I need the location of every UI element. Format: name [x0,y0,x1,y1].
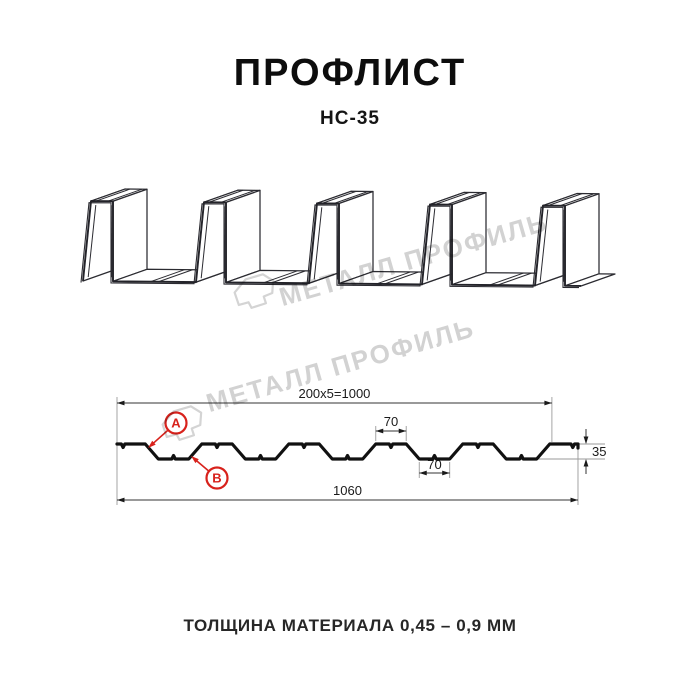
callout-b-label: B [212,471,221,486]
rib-line [384,271,419,285]
section-diagram: 200x5=1000 1060 70 70 35 A B [115,386,606,505]
dimension-arrow [117,400,125,406]
page-title: ПРОФЛИСТ [233,52,467,94]
dimension-arrow [442,470,450,476]
dimension-arrow [570,497,578,503]
page-subtitle: НС-35 [320,108,380,129]
rib-line [208,189,244,203]
rib-line [271,270,306,284]
dimension-arrow [419,470,427,476]
dimension-arrow [583,436,589,444]
rib-line [158,269,193,283]
dimension-arrow [583,459,589,467]
rib-line [150,269,185,283]
dimension-arrow [544,400,552,406]
near-edge [82,200,582,287]
dimension-arrow [117,497,125,503]
callout-b-circle [205,466,229,490]
dimension-label: 70 [427,457,441,472]
rib-line [497,272,532,286]
rib-line [539,209,549,282]
rib-line [95,188,131,202]
rib-line [313,207,323,280]
callout-arrow [191,456,199,464]
rib-line [107,188,143,202]
dimension-label: 200x5=1000 [298,386,370,401]
sheet-face [225,189,261,284]
dimension-arrow [398,428,407,434]
callout-arrow [148,440,156,448]
dimension-label: 35 [592,444,606,459]
rib-line [200,206,210,279]
section-profile [115,442,580,461]
sheet-face [564,193,600,287]
rib-line [376,271,411,285]
sheet-face [112,188,148,282]
dimension-arrow [375,428,384,434]
rib-line [489,272,524,286]
rib-line [426,208,436,281]
dimension-label: 1060 [333,483,362,498]
sheet-face [451,192,487,286]
profile-3d-drawing [80,188,616,289]
sheet-face [338,190,374,285]
footer-note: ТОЛЩИНА МАТЕРИАЛА 0,45 – 0,9 ММ [183,616,517,635]
callout-a-label: A [171,416,181,431]
rib-line [434,192,470,205]
rib-line [220,189,256,203]
rib-line [446,192,482,206]
rib-line [321,190,357,204]
near-edge-thickness [80,202,580,289]
rib-line [559,193,595,207]
rib-line [87,205,97,278]
dimension-label: 70 [384,414,398,429]
rib-line [547,193,583,207]
rib-line [333,190,369,204]
